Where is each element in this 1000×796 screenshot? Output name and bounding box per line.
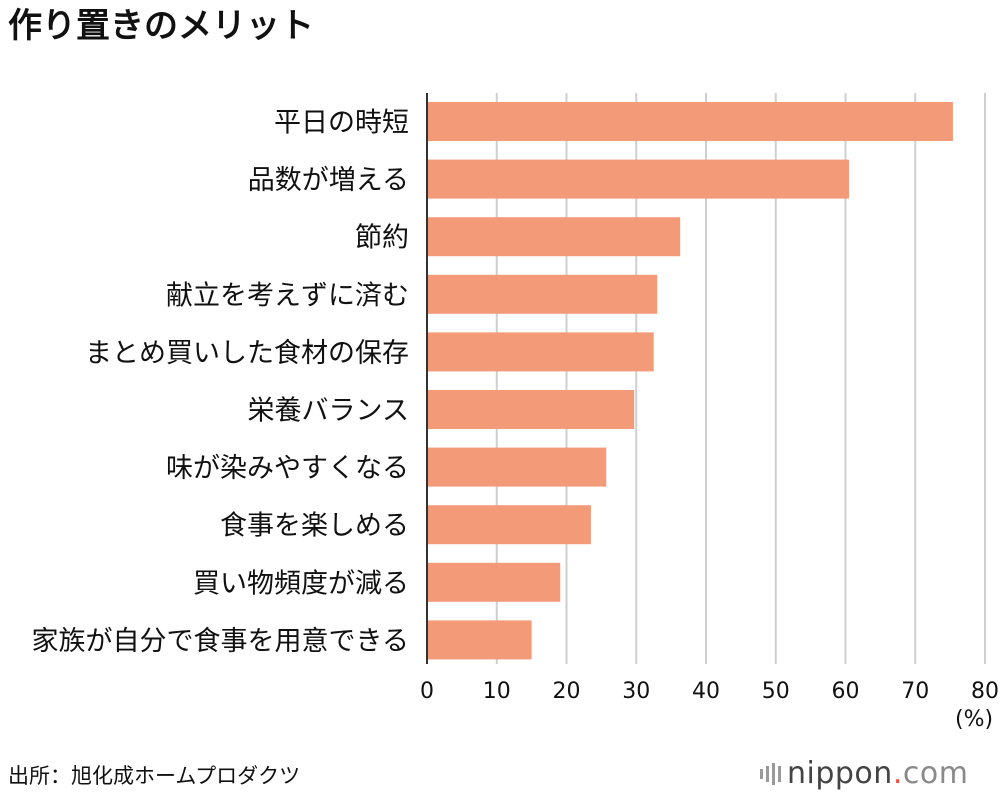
logo-bars-icon (760, 756, 781, 792)
category-label: 味が染みやすくなる (166, 453, 409, 484)
bar (427, 159, 849, 199)
category-label: 家族が自分で食事を用意できる (32, 626, 409, 657)
category-label: 栄養バランス (248, 396, 409, 427)
x-tick-label: 40 (692, 679, 720, 704)
bars (427, 102, 953, 660)
logo-text: nippon.com (787, 756, 968, 792)
category-label: まとめ買いした食材の保存 (85, 338, 409, 369)
bar (427, 102, 953, 141)
bar (427, 217, 681, 257)
logo-tld: com (902, 756, 969, 791)
bar (427, 447, 607, 487)
x-tick-label: 20 (553, 679, 581, 704)
category-label: 買い物頻度が減る (193, 568, 409, 599)
nippon-logo: nippon.com (760, 756, 968, 792)
x-tick-label: 60 (832, 679, 860, 704)
category-label: 節約 (355, 223, 409, 254)
bar (427, 274, 658, 314)
category-label: 献立を考えずに済む (166, 280, 409, 311)
x-tick-label: 0 (420, 679, 434, 704)
x-tick-label: 10 (483, 679, 511, 704)
logo-dot: . (892, 756, 903, 791)
x-tick-labels: 0 10 20 30 40 50 60 70 80 (420, 679, 999, 704)
category-label: 品数が増える (248, 165, 409, 196)
x-tick-label: 80 (971, 679, 999, 704)
bar (427, 620, 532, 660)
category-label: 食事を楽しめる (220, 511, 409, 542)
x-tick-label: 30 (622, 679, 650, 704)
category-label: 平日の時短 (274, 108, 409, 139)
bar (427, 505, 591, 545)
chart-title: 作り置きのメリット (8, 6, 314, 46)
bar (427, 390, 635, 429)
x-axis-unit: (%) (955, 707, 994, 732)
x-tick-label: 70 (901, 679, 929, 704)
bar (427, 562, 561, 602)
category-labels: 平日の時短品数が増える節約献立を考えずに済むまとめ買いした食材の保存栄養バランス… (32, 108, 409, 657)
bar (427, 332, 654, 372)
source-note: 出所：旭化成ホームプロダクツ (8, 764, 301, 788)
x-tick-label: 50 (762, 679, 790, 704)
logo-name: nippon (787, 756, 893, 791)
